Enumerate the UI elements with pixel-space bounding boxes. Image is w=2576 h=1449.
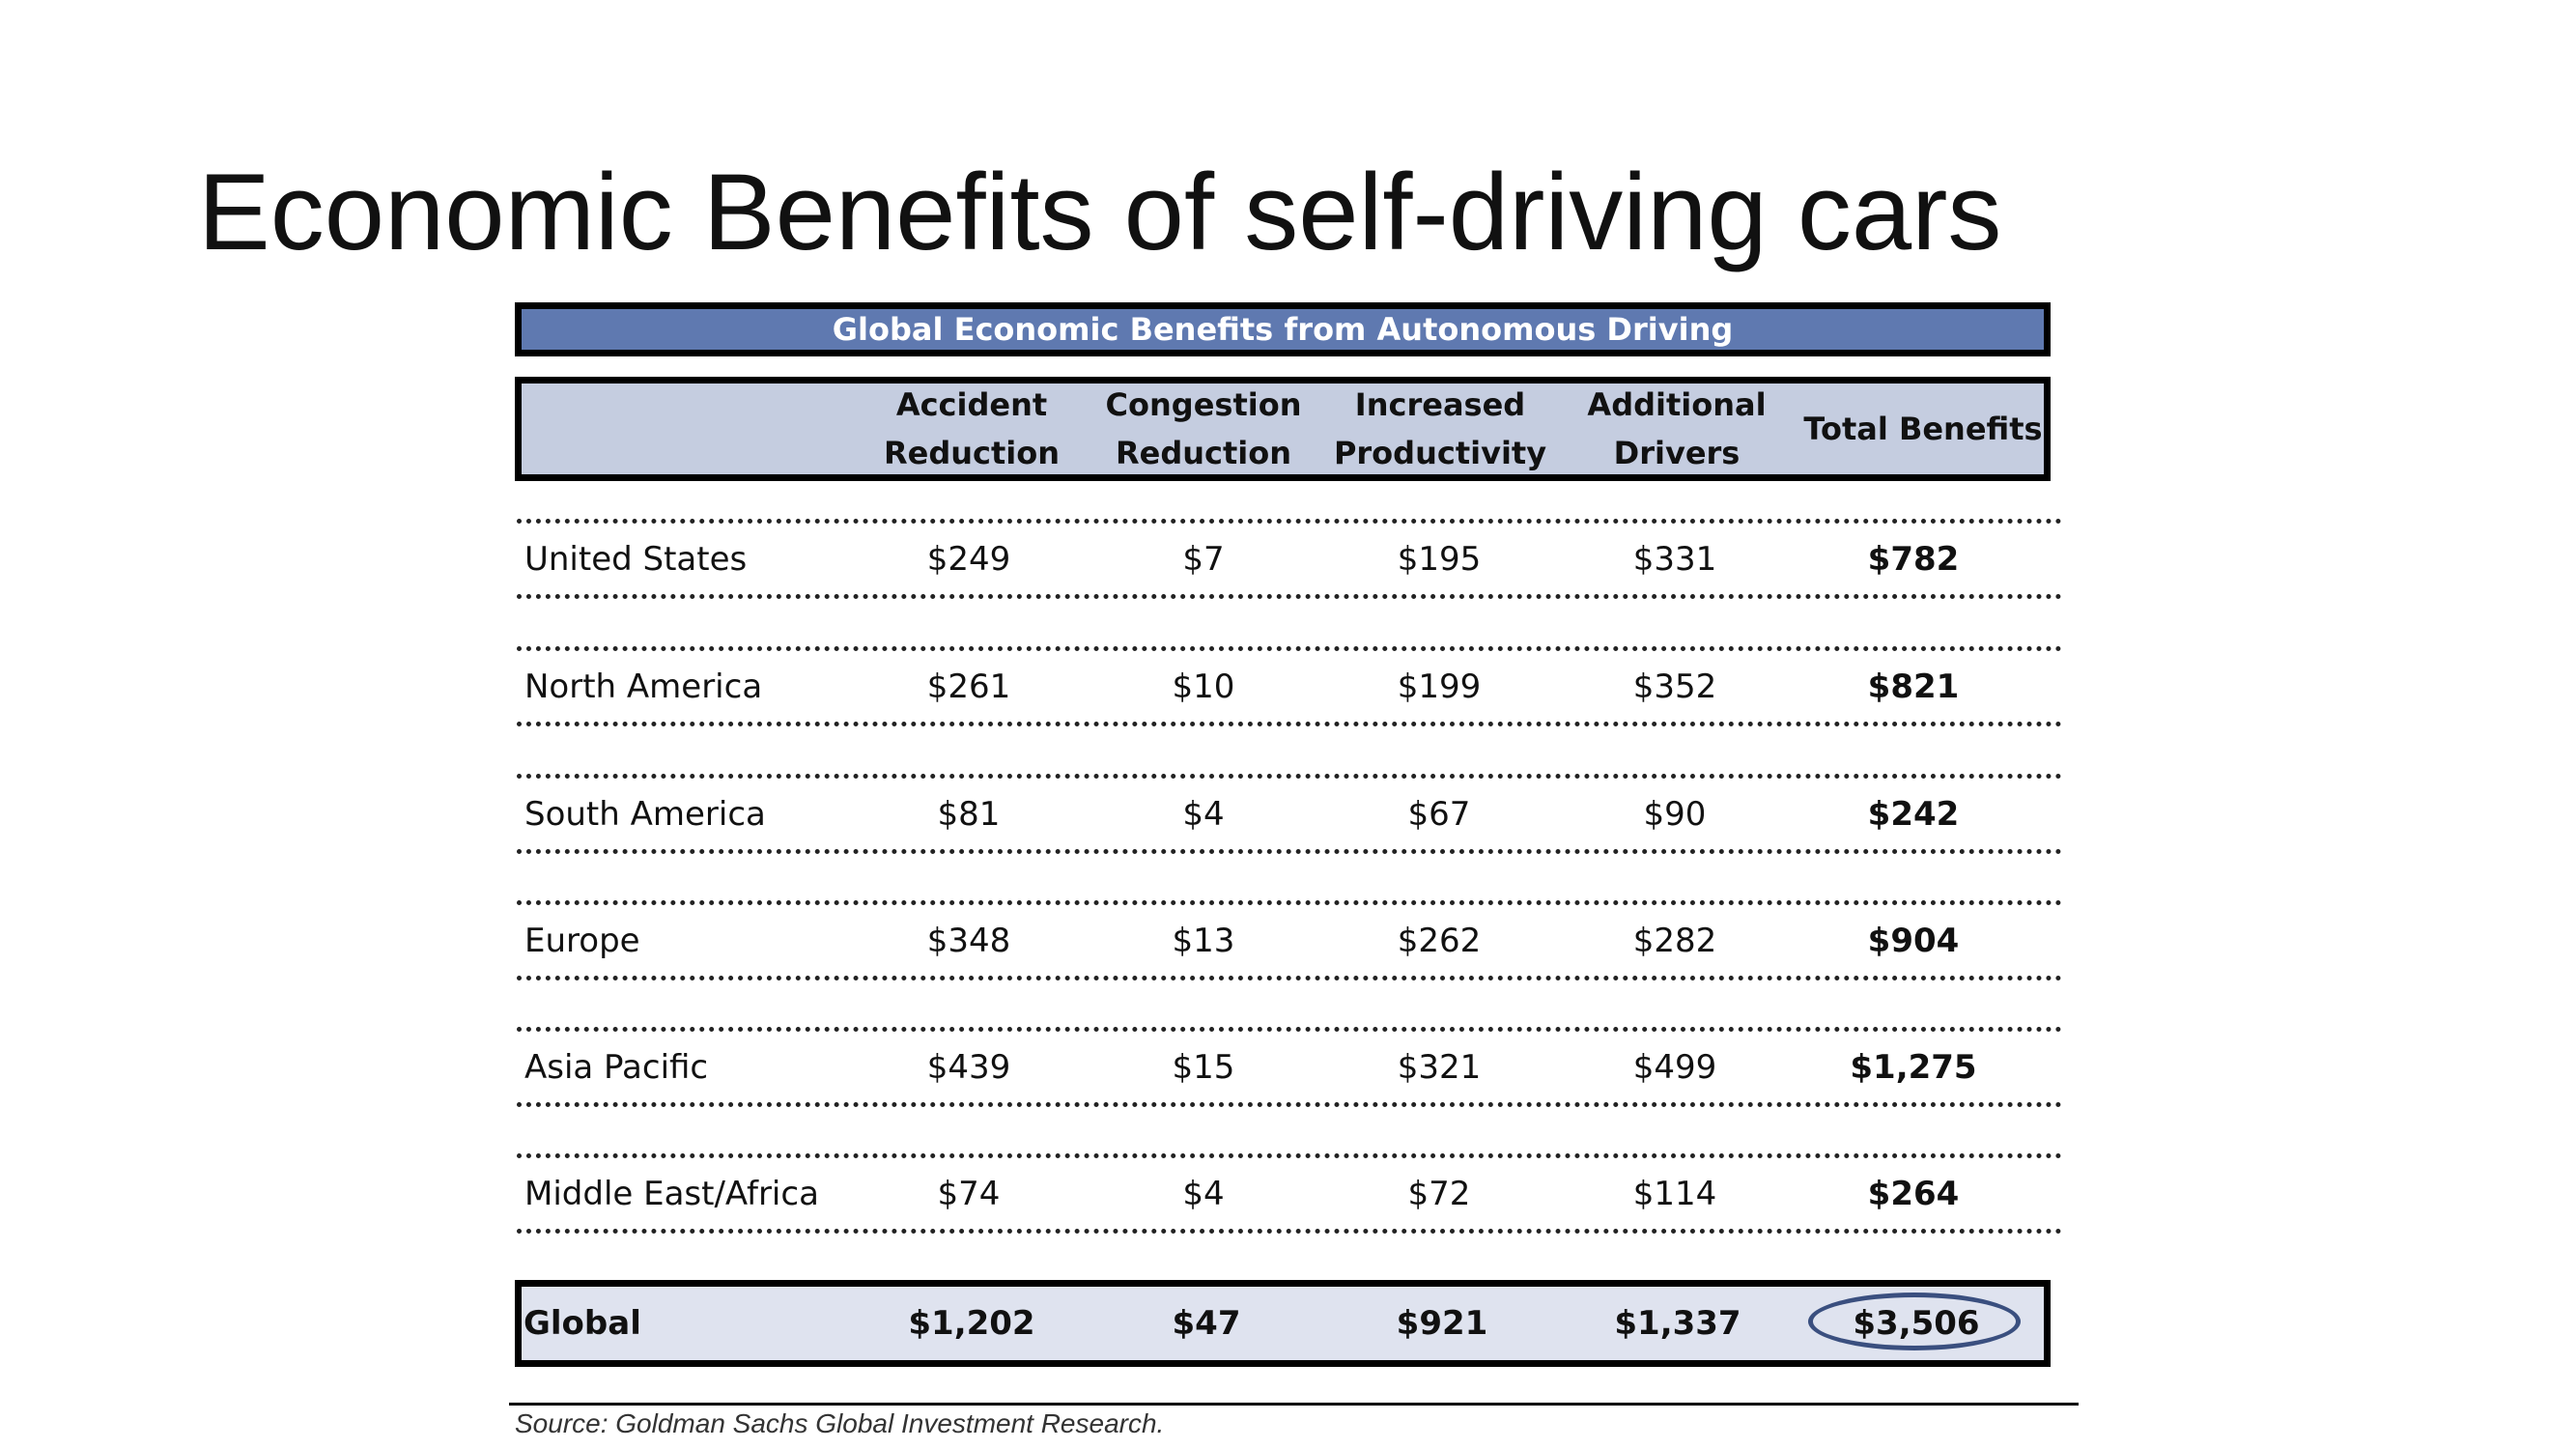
table-header: Accident Reduction Congestion Reduction … (515, 377, 2051, 481)
cell-increased-productivity: $67 (1407, 794, 1471, 834)
table-row-europe: Europe $348 $13 $262 $282 $904 (517, 900, 2062, 980)
cell-accident-reduction: $81 (937, 794, 1001, 834)
cell-total-benefits: $821 (1867, 667, 1960, 706)
cell-increased-productivity: $72 (1407, 1174, 1471, 1213)
row-label: Europe (524, 921, 640, 960)
cell-increased-productivity: $321 (1397, 1047, 1482, 1087)
cell-total-benefits: $242 (1867, 794, 1960, 834)
cell-accident-reduction: $261 (926, 667, 1011, 706)
column-header-increased-productivity: Increased Productivity (1333, 386, 1547, 471)
cell-additional-drivers: $499 (1632, 1047, 1717, 1087)
cell-accident-reduction: $1,202 (908, 1304, 1035, 1343)
cell-congestion-reduction: $47 (1172, 1304, 1241, 1343)
cell-accident-reduction: $249 (926, 539, 1011, 579)
cell-total-benefits: $904 (1867, 921, 1960, 960)
cell-increased-productivity: $195 (1397, 539, 1482, 579)
cell-accident-reduction: $74 (937, 1174, 1001, 1213)
cell-total-benefits: $3,506 (1853, 1304, 1980, 1343)
cell-accident-reduction: $348 (926, 921, 1011, 960)
column-header-additional-drivers: Additional Drivers (1587, 386, 1767, 471)
table-row-middle-east-africa: Middle East/Africa $74 $4 $72 $114 $264 (517, 1153, 2062, 1234)
table-row-global: Global $1,202 $47 $921 $1,337 $3,506 (515, 1280, 2051, 1367)
row-label: United States (524, 539, 748, 579)
table-row-united-states: United States $249 $7 $195 $331 $782 (517, 519, 2062, 599)
row-label: South America (524, 794, 766, 834)
table-row-north-america: North America $261 $10 $199 $352 $821 (517, 646, 2062, 726)
cell-additional-drivers: $331 (1632, 539, 1717, 579)
cell-increased-productivity: $262 (1397, 921, 1482, 960)
row-label: Asia Pacific (524, 1047, 709, 1087)
cell-additional-drivers: $114 (1632, 1174, 1717, 1213)
highlight-ellipse (1808, 1293, 2021, 1350)
table-title: Global Economic Benefits from Autonomous… (832, 311, 1734, 348)
cell-congestion-reduction: $4 (1182, 794, 1225, 834)
slide-title: Economic Benefits of self-driving cars (198, 152, 2002, 272)
cell-congestion-reduction: $7 (1182, 539, 1225, 579)
table-row-asia-pacific: Asia Pacific $439 $15 $321 $499 $1,275 (517, 1027, 2062, 1107)
table-row-south-america: South America $81 $4 $67 $90 $242 (517, 774, 2062, 854)
cell-congestion-reduction: $13 (1172, 921, 1235, 960)
cell-additional-drivers: $282 (1632, 921, 1717, 960)
column-header-total-benefits: Total Benefits (1803, 411, 2043, 447)
cell-total-benefits: $264 (1867, 1174, 1960, 1213)
cell-increased-productivity: $199 (1397, 667, 1482, 706)
cell-total-benefits: $782 (1867, 539, 1960, 579)
cell-congestion-reduction: $10 (1172, 667, 1235, 706)
source-note: Source: Goldman Sachs Global Investment … (515, 1408, 1165, 1438)
row-label: Global (524, 1304, 641, 1343)
cell-additional-drivers: $1,337 (1614, 1304, 1741, 1343)
cell-additional-drivers: $90 (1643, 794, 1707, 834)
cell-total-benefits: $1,275 (1850, 1047, 1977, 1087)
table-title-bar: Global Economic Benefits from Autonomous… (515, 302, 2051, 356)
cell-congestion-reduction: $4 (1182, 1174, 1225, 1213)
cell-increased-productivity: $921 (1396, 1304, 1488, 1343)
cell-congestion-reduction: $15 (1172, 1047, 1235, 1087)
source-divider (509, 1403, 2079, 1406)
cell-accident-reduction: $439 (926, 1047, 1011, 1087)
cell-additional-drivers: $352 (1632, 667, 1717, 706)
row-label: Middle East/Africa (524, 1174, 819, 1213)
column-header-accident-reduction: Accident Reduction (883, 386, 1061, 471)
row-label: North America (524, 667, 763, 706)
column-header-congestion-reduction: Congestion Reduction (1105, 386, 1302, 471)
